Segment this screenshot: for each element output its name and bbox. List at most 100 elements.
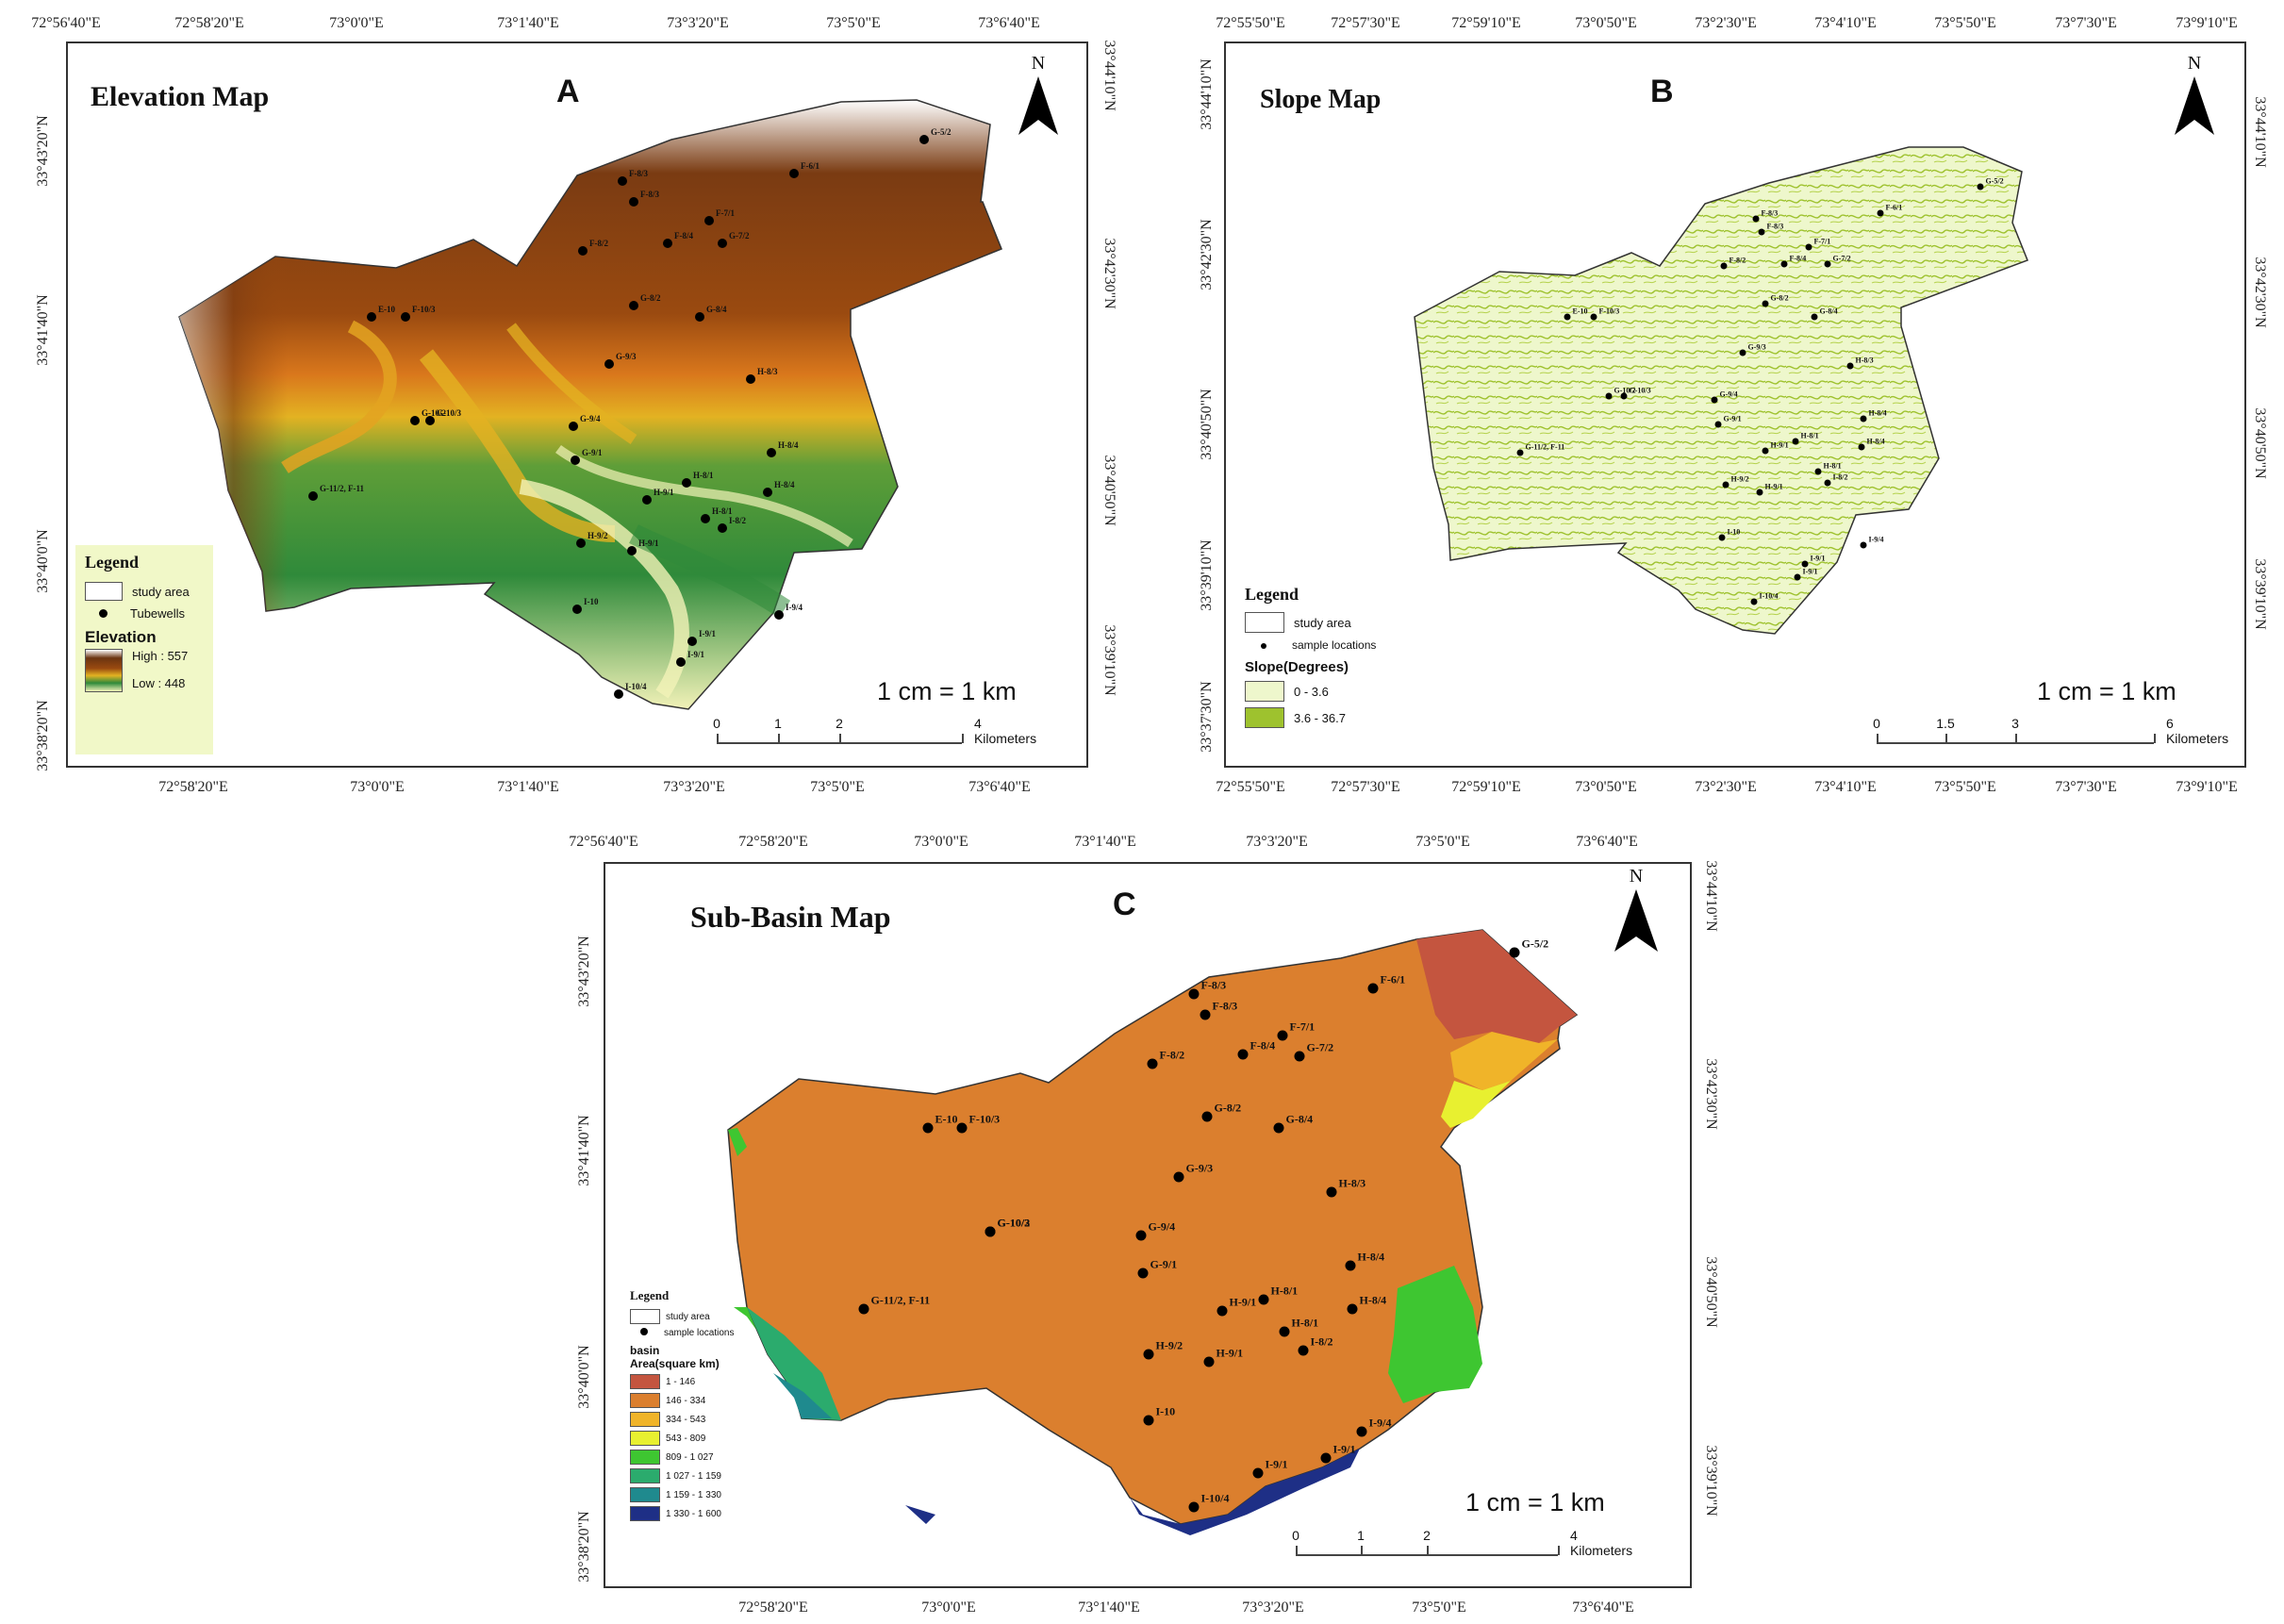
bottom-tick: 73°4'10"E xyxy=(1814,779,1877,795)
bottom-tick: 73°5'0"E xyxy=(1412,1599,1466,1616)
top-tick: 73°3'20"E xyxy=(667,15,729,31)
map-title-c: Sub-Basin Map xyxy=(690,900,891,934)
basin-class-swatch xyxy=(630,1431,660,1446)
top-tick: 72°58'20"E xyxy=(174,15,244,31)
basin-class-row: 1 330 - 1 600 xyxy=(630,1506,790,1521)
bottom-tick: 73°5'50"E xyxy=(1934,779,1996,795)
legend-study-area: study area xyxy=(1294,615,1351,630)
scale-label: 0 xyxy=(713,716,720,731)
study-area-swatch xyxy=(85,582,123,601)
top-tick: 73°6'40"E xyxy=(1576,834,1638,850)
scale-text-a: 1 cm = 1 km xyxy=(877,677,1017,705)
left-tick: 33°37'30"N xyxy=(1199,681,1215,753)
scale-label: 4 Kilometers xyxy=(973,716,1037,746)
study-area-swatch xyxy=(1245,612,1284,633)
sub-basin-raster xyxy=(727,929,1579,1535)
panel-slope-map: 72°55'50"E 72°57'30"E 72°59'10"E 73°0'50… xyxy=(1160,0,2284,802)
basin-class-swatch xyxy=(630,1412,660,1427)
top-tick: 73°5'0"E xyxy=(826,15,881,31)
bottom-tick: 73°6'40"E xyxy=(1572,1599,1634,1616)
legend-basin-heading: basin xyxy=(630,1344,660,1357)
legend-sample-locations: sample locations xyxy=(664,1328,735,1338)
right-tick: 33°39'10"N xyxy=(1703,1445,1719,1516)
basin-class-row: 334 - 543 xyxy=(630,1412,790,1427)
top-tick: 72°58'20"E xyxy=(738,834,808,850)
right-tick: 33°40'50"N xyxy=(1703,1256,1719,1328)
scale-label: 0 xyxy=(1873,716,1880,731)
tubewell-dot-icon xyxy=(98,609,108,618)
top-tick: 72°56'40"E xyxy=(31,15,101,31)
scale-label: 6 Kilometers xyxy=(2165,716,2229,746)
basin-class-row: 1 159 - 1 330 xyxy=(630,1487,790,1502)
top-tick: 72°55'50"E xyxy=(1216,15,1285,31)
scale-bar-a: 0 1 2 4 Kilometers xyxy=(713,716,1036,759)
bottom-tick: 72°59'10"E xyxy=(1451,779,1521,795)
top-tick: 73°0'0"E xyxy=(329,15,384,31)
slope-class-swatch xyxy=(1245,707,1284,728)
slope-class-label: 0 - 3.6 xyxy=(1294,684,1329,699)
top-tick: 72°59'10"E xyxy=(1451,15,1521,31)
basin-class-label: 543 - 809 xyxy=(666,1433,706,1444)
legend-elev-low: Low : 448 xyxy=(132,676,186,690)
slope-class-swatch xyxy=(1245,681,1284,702)
basin-class-label: 809 - 1 027 xyxy=(666,1451,714,1463)
top-tick: 73°5'50"E xyxy=(1934,15,1996,31)
scale-label: 4 Kilometers xyxy=(1569,1528,1633,1558)
scale-label: 1 xyxy=(1357,1528,1365,1543)
elevation-raster xyxy=(178,99,1002,710)
right-tick: 33°40'50"N xyxy=(1101,455,1117,526)
top-tick: 72°56'40"E xyxy=(569,834,638,850)
study-area-swatch xyxy=(630,1309,660,1324)
top-tick: 73°3'20"E xyxy=(1246,834,1308,850)
right-tick: 33°44'10"N xyxy=(2252,96,2268,168)
top-tick: 73°0'0"E xyxy=(914,834,968,850)
top-tick: 73°2'30"E xyxy=(1695,15,1757,31)
left-tick: 33°38'20"N xyxy=(35,700,51,771)
right-tick: 33°44'10"N xyxy=(1703,860,1719,932)
right-tick: 33°44'10"N xyxy=(1101,40,1117,111)
bottom-tick: 72°55'50"E xyxy=(1216,779,1285,795)
top-tick: 73°9'10"E xyxy=(2176,15,2238,31)
north-letter: N xyxy=(1629,866,1644,887)
bottom-tick: 72°58'20"E xyxy=(158,779,228,795)
map-title-a: Elevation Map xyxy=(91,81,270,112)
left-tick: 33°43'20"N xyxy=(576,936,592,1007)
sample-dot-icon xyxy=(1261,643,1266,649)
left-tick: 33°43'20"N xyxy=(35,115,51,187)
legend-b: Legend study area sample locations Slope… xyxy=(1245,585,1452,754)
basin-class-list: 1 - 146 146 - 334 334 - 543 543 - 809 809 - … xyxy=(630,1374,790,1521)
left-tick: 33°44'10"N xyxy=(1199,58,1215,130)
panel-letter-b: B xyxy=(1650,74,1674,109)
right-tick: 33°42'30"N xyxy=(2252,257,2268,328)
top-tick: 73°6'40"E xyxy=(978,15,1040,31)
legend-elevation-heading: Elevation xyxy=(85,628,157,646)
scale-bar-b: 0 1.5 3 6 Kilometers xyxy=(1873,716,2254,759)
basin-class-row: 809 - 1 027 xyxy=(630,1450,790,1465)
bottom-tick: 73°1'40"E xyxy=(1078,1599,1140,1616)
north-arrow-icon xyxy=(1614,889,1658,952)
left-tick: 33°40'0"N xyxy=(35,529,51,593)
map-frame xyxy=(604,862,1692,1588)
scale-label: 1.5 xyxy=(1936,716,1955,731)
north-arrow-c: N xyxy=(1611,866,1662,958)
bottom-tick: 73°1'40"E xyxy=(497,779,559,795)
legend-elev-high: High : 557 xyxy=(132,649,189,663)
panel-letter-a: A xyxy=(556,74,580,109)
basin-class-swatch xyxy=(630,1506,660,1521)
basin-class-swatch xyxy=(630,1450,660,1465)
north-arrow-a: N xyxy=(1015,53,1062,141)
bottom-tick: 73°3'20"E xyxy=(1242,1599,1304,1616)
left-tick: 33°41'40"N xyxy=(576,1115,592,1186)
bottom-tick: 72°57'30"E xyxy=(1331,779,1400,795)
panel-elevation-map: 72°56'40"E 72°58'20"E 73°0'0"E 73°1'40"E… xyxy=(0,0,1132,802)
bottom-tick: 73°0'0"E xyxy=(350,779,405,795)
scale-label: 2 xyxy=(1423,1528,1431,1543)
basin-class-swatch xyxy=(630,1374,660,1389)
scale-bar-c: 0 1 2 4 Kilometers xyxy=(1292,1528,1635,1571)
basin-class-swatch xyxy=(630,1393,660,1408)
top-tick: 73°4'10"E xyxy=(1814,15,1877,31)
basin-class-row: 543 - 809 xyxy=(630,1431,790,1446)
left-tick: 33°42'30"N xyxy=(1199,219,1215,290)
bottom-tick: 72°58'20"E xyxy=(738,1599,808,1616)
bottom-tick: 73°2'30"E xyxy=(1695,779,1757,795)
